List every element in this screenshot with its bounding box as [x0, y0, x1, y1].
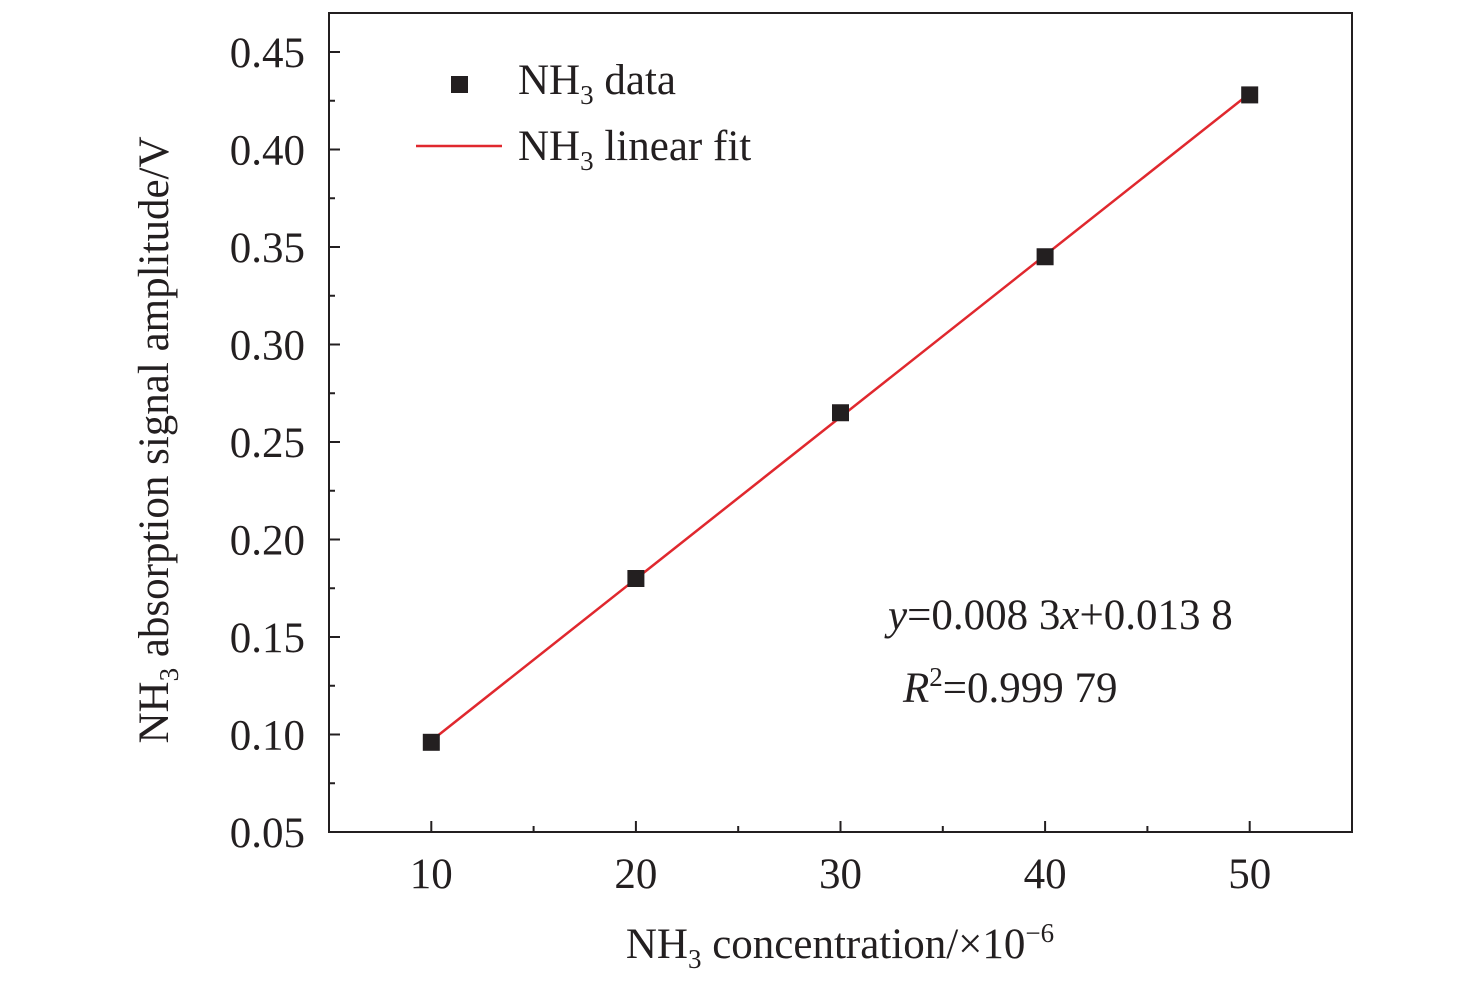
x-axis-title: NH3 concentration/×10−6: [626, 918, 1054, 974]
y-tick-label: 0.30: [230, 323, 305, 370]
legend-marker-data: [451, 76, 468, 93]
x-axis-title-exp: −6: [1025, 918, 1054, 948]
data-point: [422, 733, 440, 751]
y-axis-title-rest: absorption signal amplitude/V: [131, 136, 178, 667]
legend-label-data-prefix: NH: [518, 57, 580, 104]
legend-label-fit-prefix: NH: [518, 123, 580, 170]
legend-label-fit-sub: 3: [580, 146, 594, 176]
y-tick-label: 0.25: [230, 420, 305, 467]
legend-label-fit: NH3 linear fit: [518, 123, 751, 176]
axis-tick-labels: 10 20 30 40 50 0.05 0.10 0.15 0.20 0.25 0.30 0.35 0.…: [230, 30, 1271, 898]
fit-r-squared-value: =0.999 79: [943, 665, 1118, 712]
axis-ticks: [329, 51, 1251, 833]
data-point: [627, 570, 645, 587]
data-point: [1036, 248, 1054, 266]
y-axis-title-sub: 3: [154, 668, 184, 682]
y-axis-title-prefix: NH: [131, 681, 178, 743]
legend: NH3 data NH3 linear fit: [416, 57, 751, 176]
fit-equation-y: y: [884, 592, 908, 639]
data-point: [1241, 86, 1259, 104]
y-tick-label: 0.15: [230, 615, 305, 662]
y-axis-title: NH3 absorption signal amplitude/V: [131, 136, 184, 743]
fit-equation: y=0.008 3x+0.013 8: [884, 592, 1233, 639]
y-tick-label: 0.10: [230, 713, 305, 760]
points-layer: [422, 86, 1259, 751]
x-tick-label: 20: [614, 851, 657, 898]
fit-equation-x: x: [1059, 592, 1079, 639]
data-point: [832, 404, 849, 422]
x-tick-label: 30: [819, 851, 862, 898]
x-axis-title-sub: 3: [688, 944, 702, 974]
fit-equation-intercept: +0.013 8: [1079, 592, 1232, 639]
x-tick-label: 10: [410, 851, 453, 898]
y-tick-label: 0.45: [230, 30, 305, 77]
annotations: y=0.008 3x+0.013 8 R2=0.999 79: [884, 592, 1233, 712]
x-tick-label: 40: [1024, 851, 1067, 898]
fit-equation-slope: =0.008 3: [907, 592, 1060, 639]
legend-label-data-sub: 3: [580, 80, 594, 110]
y-tick-label: 0.05: [230, 810, 305, 857]
legend-label-data-rest: data: [594, 57, 676, 104]
x-tick-label: 50: [1228, 851, 1271, 898]
x-axis-title-rest: concentration/×10: [701, 921, 1025, 968]
y-tick-label: 0.20: [230, 518, 305, 565]
fit-r-squared-r: R: [902, 665, 929, 712]
x-axis-title-prefix: NH: [626, 921, 688, 968]
fit-r-squared: R2=0.999 79: [902, 662, 1118, 712]
legend-label-data: NH3 data: [518, 57, 676, 110]
fit-r-squared-exp: 2: [929, 662, 943, 692]
legend-label-fit-rest: linear fit: [594, 123, 752, 170]
y-tick-label: 0.35: [230, 225, 305, 272]
y-tick-label: 0.40: [230, 128, 305, 175]
